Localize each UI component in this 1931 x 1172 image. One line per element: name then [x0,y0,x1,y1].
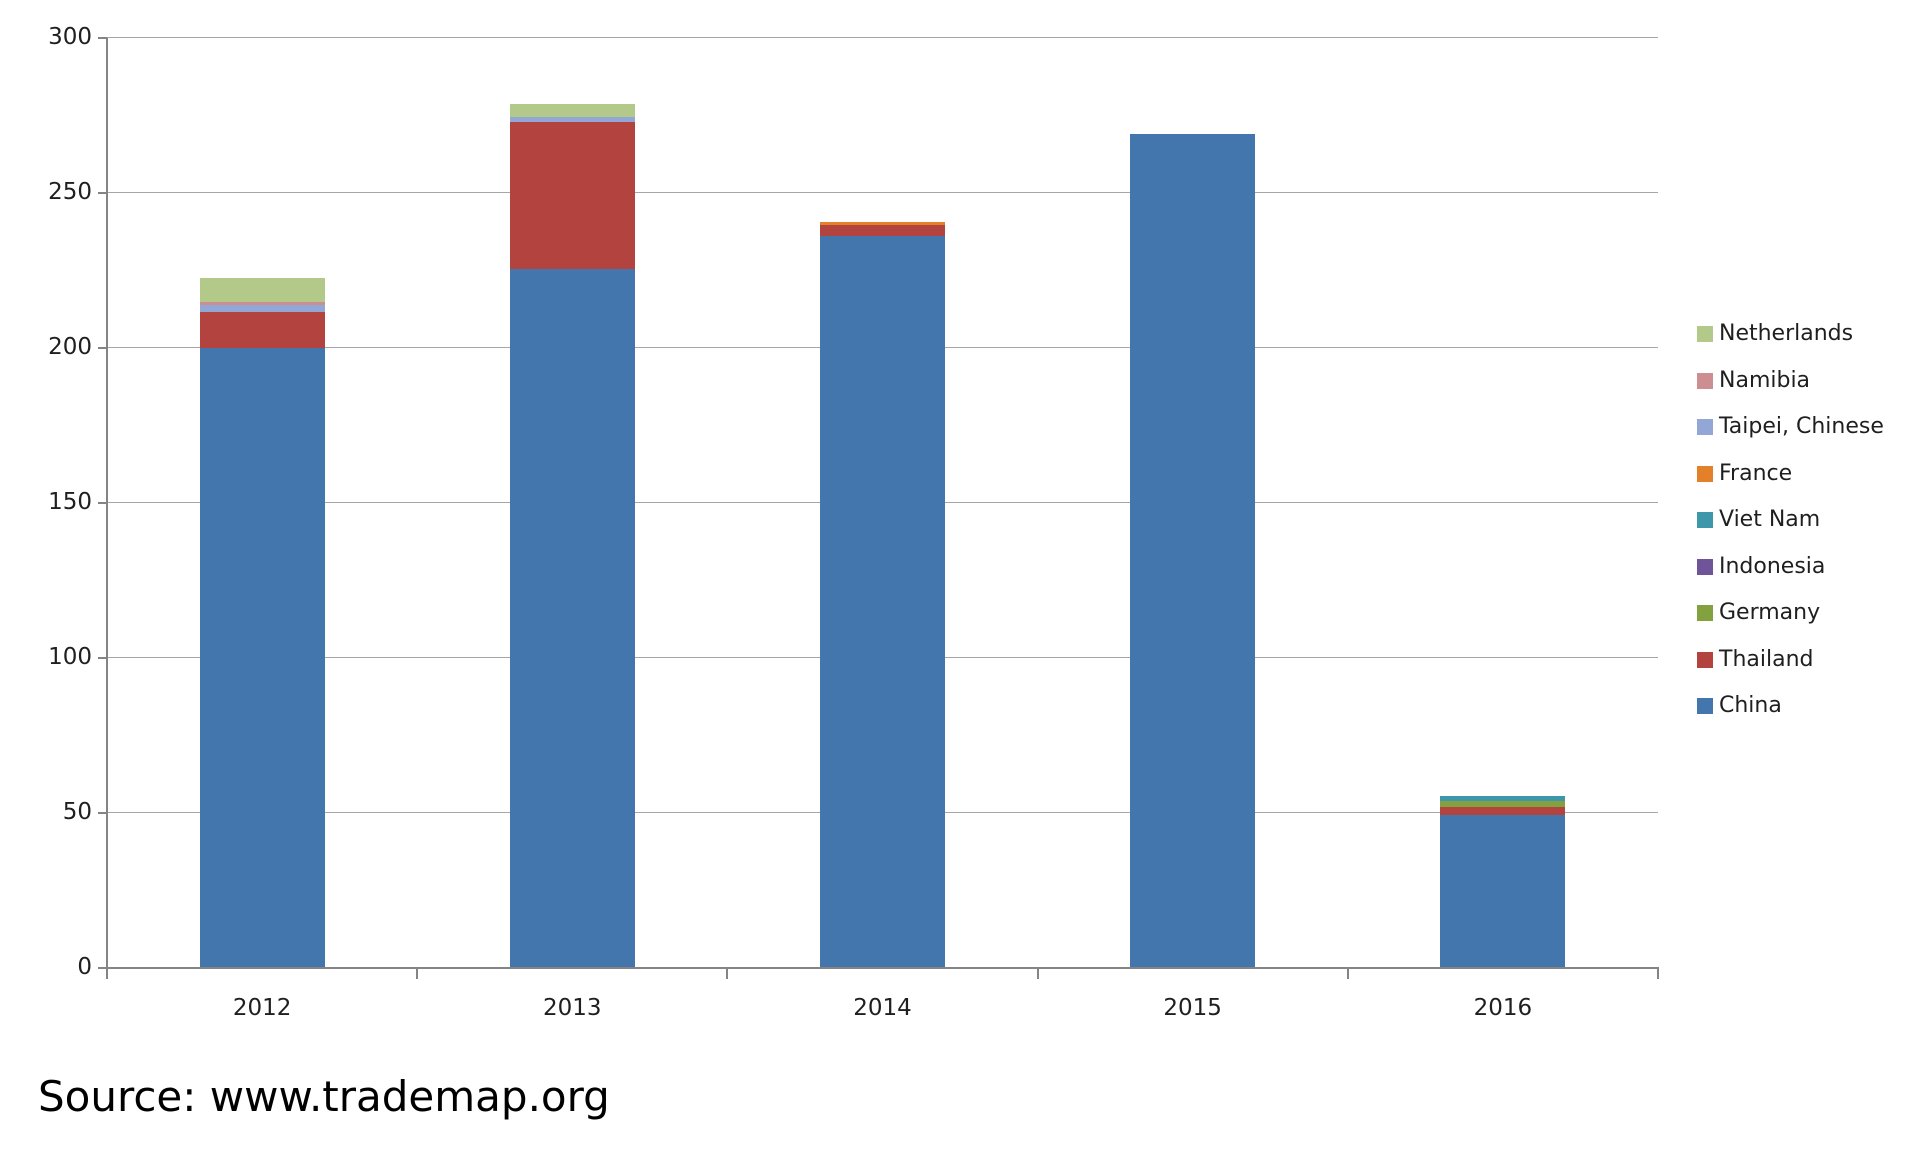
bar-segment-2012-namibia [199,302,325,306]
legend-label: Indonesia [1719,553,1826,579]
legend-label: Germany [1719,600,1821,625]
bar-segment-2012-china [199,348,325,968]
y-tick-250 [98,192,107,194]
x-tick-0 [106,968,108,979]
bar-segment-2014-france [820,221,945,225]
x-axis-label-2014: 2014 [853,995,912,1021]
y-tick-200 [98,347,107,349]
x-tick-4 [1346,968,1349,979]
bar-segment-2012-netherlands [199,278,325,303]
legend-item-thailand: Thailand [1697,646,1814,672]
bar-2015 [1130,134,1256,968]
legend-swatch-icon [1697,698,1713,714]
gridline-300 [107,37,1658,38]
bar-segment-2016-viet-nam [1440,796,1566,802]
y-axis-label-100: 100 [48,644,92,670]
legend-item-namibia: Namibia [1697,367,1811,393]
y-axis-label-300: 300 [48,24,92,50]
bar-2014 [820,221,945,968]
source-text: Source: www.trademap.org [38,1072,610,1121]
y-tick-0 [98,967,107,969]
legend-item-france: France [1697,460,1793,486]
y-axis-label-250: 250 [48,179,92,205]
bar-2012 [199,278,325,968]
y-axis-label-200: 200 [48,334,92,360]
legend-swatch-icon [1697,651,1713,668]
legend-swatch-icon [1697,419,1713,435]
bar-segment-2016-china [1440,815,1566,968]
x-tick-1 [416,968,419,979]
bar-segment-2013-taipei-chinese [509,117,635,122]
bar-segment-2016-germany [1440,801,1566,808]
legend-item-germany: Germany [1697,601,1820,625]
bar-segment-2012-thailand [199,312,325,348]
y-tick-150 [98,502,107,504]
legend-label: France [1719,460,1793,486]
bar-segment-2013-china [509,268,635,968]
bar-segment-2013-netherlands [509,104,635,118]
x-axis-label-2016: 2016 [1473,995,1533,1021]
bar-2013 [509,104,635,968]
x-axis-line [99,967,1659,969]
legend-label: Taipei, Chinese [1719,414,1884,439]
x-tick-5 [1657,968,1659,979]
bar-segment-2014-china [820,236,945,968]
legend-label: Viet Nam [1719,507,1821,532]
bar-segment-2012-taipei-chinese [199,305,325,313]
legend-swatch-icon [1697,465,1713,482]
y-tick-300 [98,37,107,39]
y-axis-label-50: 50 [62,799,92,825]
y-axis-label-0: 0 [77,954,92,980]
legend-item-netherlands: Netherlands [1697,322,1853,346]
bar-segment-2016-thailand [1440,807,1566,816]
legend-label: Netherlands [1719,321,1854,346]
x-tick-2 [726,968,729,979]
legend-item-taipei-chinese: Taipei, Chinese [1697,415,1884,439]
y-tick-50 [98,812,107,814]
x-axis-label-2013: 2013 [543,995,602,1021]
legend-label: Namibia [1719,367,1811,393]
y-tick-100 [98,657,107,659]
plot-area [107,37,1658,968]
y-axis-line [106,38,108,979]
legend-swatch-icon [1697,512,1713,528]
bar-segment-2014-thailand [820,224,945,237]
x-axis-label-2015: 2015 [1163,995,1222,1021]
gridline-250 [107,192,1658,193]
x-axis-label-2012: 2012 [232,995,292,1021]
bar-segment-2015-china [1130,134,1256,968]
legend-label: China [1719,693,1782,718]
bar-segment-2013-thailand [509,121,635,269]
legend-swatch-icon [1697,605,1713,621]
x-tick-3 [1036,968,1039,979]
y-axis-label-150: 150 [48,489,92,515]
legend-swatch-icon [1697,372,1713,389]
legend-label: Thailand [1719,646,1814,672]
bar-2016 [1440,796,1566,968]
legend-item-indonesia: Indonesia [1697,553,1826,579]
legend-swatch-icon [1697,326,1713,342]
legend-swatch-icon [1697,558,1713,575]
legend-item-viet-nam: Viet Nam [1697,508,1820,532]
legend-item-china: China [1697,694,1782,718]
